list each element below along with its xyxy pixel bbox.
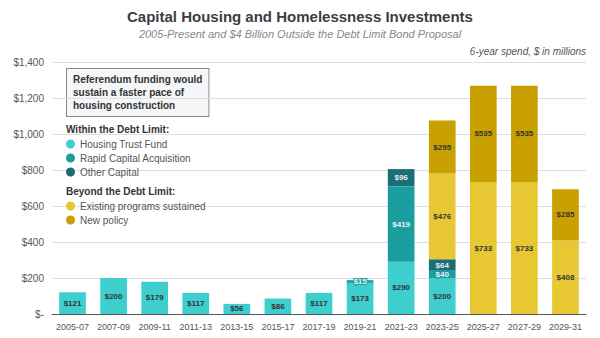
svg-text:$733: $733 bbox=[515, 244, 533, 253]
svg-text:Rapid Capital Acquisition: Rapid Capital Acquisition bbox=[80, 153, 191, 164]
svg-text:2023-25: 2023-25 bbox=[426, 322, 459, 332]
svg-text:Other Capital: Other Capital bbox=[80, 167, 139, 178]
svg-text:2011-13: 2011-13 bbox=[180, 322, 212, 332]
svg-text:Beyond the Debt Limit:: Beyond the Debt Limit: bbox=[66, 186, 175, 197]
svg-text:$64: $64 bbox=[436, 261, 450, 270]
svg-text:2021-23: 2021-23 bbox=[385, 322, 418, 332]
svg-text:$-: $- bbox=[35, 309, 44, 320]
svg-text:$200: $200 bbox=[105, 292, 123, 301]
svg-text:Housing Trust Fund: Housing Trust Fund bbox=[80, 139, 167, 150]
svg-text:Within the Debt Limit:: Within the Debt Limit: bbox=[66, 124, 169, 135]
svg-text:$173: $173 bbox=[351, 294, 369, 303]
svg-text:2005-Present and $4 Billion Ou: 2005-Present and $4 Billion Outside the … bbox=[138, 28, 462, 40]
svg-text:2019-21: 2019-21 bbox=[344, 322, 377, 332]
svg-text:$121: $121 bbox=[64, 299, 82, 308]
svg-text:$15: $15 bbox=[353, 277, 367, 286]
svg-text:2007-09: 2007-09 bbox=[97, 322, 130, 332]
svg-text:sustain a faster pace of: sustain a faster pace of bbox=[73, 87, 185, 98]
svg-text:$40: $40 bbox=[436, 270, 450, 279]
svg-text:$400: $400 bbox=[22, 237, 45, 248]
svg-text:$733: $733 bbox=[474, 244, 492, 253]
svg-text:$200: $200 bbox=[433, 292, 451, 301]
svg-text:Referendum funding would: Referendum funding would bbox=[73, 74, 202, 85]
svg-text:$535: $535 bbox=[474, 129, 492, 138]
svg-text:2027-29: 2027-29 bbox=[508, 322, 541, 332]
svg-text:Capital Housing and Homelessne: Capital Housing and Homelessness Investm… bbox=[127, 8, 473, 25]
svg-text:$117: $117 bbox=[187, 299, 205, 308]
svg-text:$117: $117 bbox=[310, 299, 328, 308]
svg-text:$476: $476 bbox=[433, 212, 451, 221]
svg-text:$200: $200 bbox=[22, 273, 45, 284]
svg-text:2017-19: 2017-19 bbox=[302, 322, 335, 332]
svg-text:$56: $56 bbox=[230, 304, 244, 313]
svg-text:$800: $800 bbox=[22, 165, 45, 176]
svg-text:$179: $179 bbox=[146, 293, 164, 302]
svg-text:$86: $86 bbox=[271, 302, 285, 311]
svg-text:$1,200: $1,200 bbox=[13, 93, 44, 104]
svg-text:2015-17: 2015-17 bbox=[261, 322, 294, 332]
svg-text:$419: $419 bbox=[392, 220, 410, 229]
svg-text:$408: $408 bbox=[557, 273, 575, 282]
svg-text:housing construction: housing construction bbox=[73, 100, 175, 111]
svg-text:Existing programs sustained: Existing programs sustained bbox=[80, 201, 206, 212]
svg-text:2009-11: 2009-11 bbox=[139, 322, 171, 332]
svg-text:$1,400: $1,400 bbox=[13, 57, 44, 68]
svg-text:6-year spend, $ in millions: 6-year spend, $ in millions bbox=[470, 46, 586, 57]
svg-text:$600: $600 bbox=[22, 201, 45, 212]
svg-text:$285: $285 bbox=[557, 210, 575, 219]
svg-text:2005-07: 2005-07 bbox=[56, 322, 89, 332]
svg-text:2013-15: 2013-15 bbox=[220, 322, 253, 332]
svg-text:$96: $96 bbox=[394, 173, 408, 182]
svg-text:$1,000: $1,000 bbox=[13, 129, 44, 140]
svg-text:2025-27: 2025-27 bbox=[467, 322, 500, 332]
svg-text:$295: $295 bbox=[433, 143, 451, 152]
svg-text:New policy: New policy bbox=[80, 215, 128, 226]
svg-text:$290: $290 bbox=[392, 283, 410, 292]
svg-text:$535: $535 bbox=[515, 129, 533, 138]
svg-text:2029-31: 2029-31 bbox=[549, 322, 582, 332]
